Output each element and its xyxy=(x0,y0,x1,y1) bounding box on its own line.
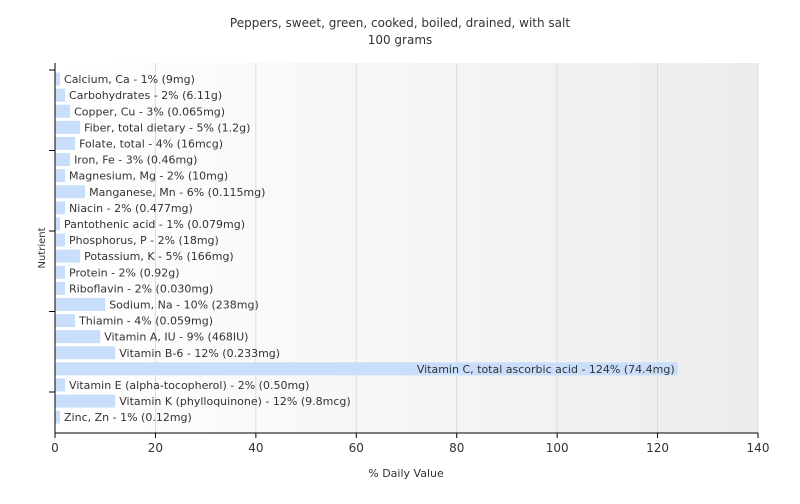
bar-label: Vitamin K (phylloquinone) - 12% (9.8mcg) xyxy=(119,395,350,408)
x-tick-label: 0 xyxy=(51,441,59,455)
x-tick-label: 20 xyxy=(148,441,163,455)
bar-label: Protein - 2% (0.92g) xyxy=(69,266,180,279)
bar-label: Zinc, Zn - 1% (0.12mg) xyxy=(64,411,192,424)
bar-label: Vitamin A, IU - 9% (468IU) xyxy=(104,331,248,344)
x-tick-label: 140 xyxy=(747,441,770,455)
bar-label: Manganese, Mn - 6% (0.115mg) xyxy=(89,186,265,199)
bar xyxy=(55,249,81,263)
bar-label: Sodium, Na - 10% (238mg) xyxy=(109,298,259,311)
x-tick-label: 40 xyxy=(248,441,263,455)
bar-label: Fiber, total dietary - 5% (1.2g) xyxy=(84,121,250,134)
bar xyxy=(55,314,76,328)
bar xyxy=(55,330,101,344)
bar xyxy=(55,120,81,134)
bar xyxy=(55,169,66,183)
bar xyxy=(55,362,678,376)
bar-label: Carbohydrates - 2% (6.11g) xyxy=(69,89,222,102)
bar xyxy=(55,394,116,408)
bar xyxy=(55,201,66,215)
bar xyxy=(55,72,61,86)
bar xyxy=(55,136,76,150)
bar xyxy=(55,104,71,118)
bar xyxy=(55,185,86,199)
bar xyxy=(55,346,116,360)
bar xyxy=(55,378,66,392)
bar-label: Vitamin E (alpha-tocopherol) - 2% (0.50m… xyxy=(69,379,309,392)
bar-label: Folate, total - 4% (16mcg) xyxy=(79,137,223,150)
x-tick-label: 120 xyxy=(646,441,669,455)
y-axis-label: Nutrient xyxy=(37,227,48,268)
x-tick-label: 80 xyxy=(449,441,464,455)
bar-label: Thiamin - 4% (0.059mg) xyxy=(78,315,213,328)
bar-label: Potassium, K - 5% (166mg) xyxy=(84,250,234,263)
axis-layer: 0 20 40 60 80 100 120 140 xyxy=(49,63,769,455)
grid-layer xyxy=(154,63,759,433)
bar xyxy=(55,88,66,102)
bar xyxy=(55,265,66,279)
x-axis-label: % Daily Value xyxy=(368,467,444,480)
x-tick-label: 100 xyxy=(546,441,569,455)
bar-label: Magnesium, Mg - 2% (10mg) xyxy=(69,170,228,183)
bar xyxy=(55,297,106,311)
bar-label: Vitamin B-6 - 12% (0.233mg) xyxy=(119,347,280,360)
bar-label: Riboflavin - 2% (0.030mg) xyxy=(69,282,213,295)
bar-label: Phosphorus, P - 2% (18mg) xyxy=(69,234,219,247)
bar-label: Pantothenic acid - 1% (0.079mg) xyxy=(64,218,245,231)
bar-label: Copper, Cu - 3% (0.065mg) xyxy=(74,105,225,118)
bar xyxy=(55,410,61,424)
bar-label: Vitamin C, total ascorbic acid - 124% (7… xyxy=(417,363,675,376)
bar-label-layer: Calcium, Ca - 1% (9mg) Carbohydrates - 2%… xyxy=(64,73,675,424)
bar xyxy=(55,153,71,167)
bar xyxy=(55,233,66,247)
chart-subtitle: 100 grams xyxy=(368,33,433,47)
bar-label: Niacin - 2% (0.477mg) xyxy=(69,202,193,215)
x-tick-label: 60 xyxy=(349,441,364,455)
plot-background xyxy=(55,63,758,433)
bar-layer xyxy=(55,72,678,424)
bar-label: Iron, Fe - 3% (0.46mg) xyxy=(74,154,197,167)
bar xyxy=(55,281,66,295)
chart-title: Peppers, sweet, green, cooked, boiled, d… xyxy=(230,16,570,30)
bar xyxy=(55,217,61,231)
bar-label: Calcium, Ca - 1% (9mg) xyxy=(64,73,195,86)
